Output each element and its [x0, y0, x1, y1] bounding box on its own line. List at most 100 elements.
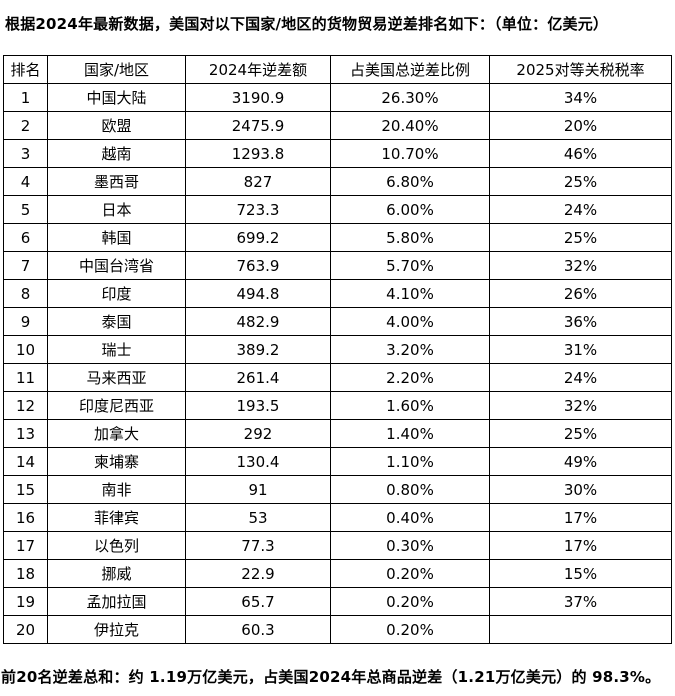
cell-share: 4.10% [330, 279, 490, 308]
cell-tariff: 24% [489, 195, 672, 224]
cell-rank: 13 [3, 419, 48, 448]
cell-tariff: 34% [489, 83, 672, 112]
cell-country: 中国台湾省 [47, 251, 186, 280]
table-row: 7 中国台湾省 763.9 5.70% 32% [3, 251, 672, 280]
table-row: 6 韩国 699.2 5.80% 25% [3, 223, 672, 252]
cell-rank: 3 [3, 139, 48, 168]
cell-tariff: 17% [489, 531, 672, 560]
cell-share: 5.70% [330, 251, 490, 280]
column-header-rank: 排名 [3, 55, 48, 84]
cell-country: 马来西亚 [47, 363, 186, 392]
cell-deficit: 60.3 [185, 615, 331, 644]
cell-tariff: 25% [489, 223, 672, 252]
cell-share: 0.40% [330, 503, 490, 532]
table-row: 13 加拿大 292 1.40% 25% [3, 419, 672, 448]
cell-rank: 17 [3, 531, 48, 560]
cell-share: 0.20% [330, 587, 490, 616]
cell-country: 柬埔寨 [47, 447, 186, 476]
cell-rank: 7 [3, 251, 48, 280]
cell-country: 日本 [47, 195, 186, 224]
cell-deficit: 91 [185, 475, 331, 504]
cell-share: 4.00% [330, 307, 490, 336]
cell-share: 6.00% [330, 195, 490, 224]
cell-tariff: 46% [489, 139, 672, 168]
cell-deficit: 723.3 [185, 195, 331, 224]
cell-share: 3.20% [330, 335, 490, 364]
cell-deficit: 2475.9 [185, 111, 331, 140]
cell-country: 伊拉克 [47, 615, 186, 644]
cell-deficit: 65.7 [185, 587, 331, 616]
cell-country: 南非 [47, 475, 186, 504]
table-row: 8 印度 494.8 4.10% 26% [3, 279, 672, 308]
cell-tariff [489, 615, 672, 644]
table-row: 3 越南 1293.8 10.70% 46% [3, 139, 672, 168]
table-row: 10 瑞士 389.2 3.20% 31% [3, 335, 672, 364]
cell-tariff: 49% [489, 447, 672, 476]
cell-deficit: 827 [185, 167, 331, 196]
cell-rank: 15 [3, 475, 48, 504]
cell-share: 0.30% [330, 531, 490, 560]
cell-share: 6.80% [330, 167, 490, 196]
cell-share: 20.40% [330, 111, 490, 140]
column-header-share: 占美国总逆差比例 [330, 55, 490, 84]
cell-rank: 18 [3, 559, 48, 588]
cell-deficit: 763.9 [185, 251, 331, 280]
cell-country: 加拿大 [47, 419, 186, 448]
cell-deficit: 261.4 [185, 363, 331, 392]
table-row: 19 孟加拉国 65.7 0.20% 37% [3, 587, 672, 616]
cell-country: 越南 [47, 139, 186, 168]
cell-share: 1.10% [330, 447, 490, 476]
cell-tariff: 26% [489, 279, 672, 308]
cell-tariff: 31% [489, 335, 672, 364]
table-row: 2 欧盟 2475.9 20.40% 20% [3, 111, 672, 140]
table-row: 5 日本 723.3 6.00% 24% [3, 195, 672, 224]
cell-country: 泰国 [47, 307, 186, 336]
table-row: 9 泰国 482.9 4.00% 36% [3, 307, 672, 336]
cell-rank: 10 [3, 335, 48, 364]
cell-country: 印度 [47, 279, 186, 308]
cell-deficit: 22.9 [185, 559, 331, 588]
cell-deficit: 77.3 [185, 531, 331, 560]
cell-deficit: 389.2 [185, 335, 331, 364]
cell-rank: 19 [3, 587, 48, 616]
cell-rank: 11 [3, 363, 48, 392]
cell-rank: 5 [3, 195, 48, 224]
cell-tariff: 15% [489, 559, 672, 588]
cell-tariff: 36% [489, 307, 672, 336]
cell-rank: 6 [3, 223, 48, 252]
cell-tariff: 30% [489, 475, 672, 504]
cell-deficit: 130.4 [185, 447, 331, 476]
cell-rank: 8 [3, 279, 48, 308]
table-row: 4 墨西哥 827 6.80% 25% [3, 167, 672, 196]
cell-share: 0.80% [330, 475, 490, 504]
cell-share: 1.40% [330, 419, 490, 448]
column-header-country: 国家/地区 [47, 55, 186, 84]
cell-country: 印度尼西亚 [47, 391, 186, 420]
cell-tariff: 25% [489, 419, 672, 448]
cell-share: 5.80% [330, 223, 490, 252]
cell-tariff: 25% [489, 167, 672, 196]
cell-rank: 12 [3, 391, 48, 420]
cell-rank: 1 [3, 83, 48, 112]
table-row: 20 伊拉克 60.3 0.20% [3, 615, 672, 644]
cell-country: 以色列 [47, 531, 186, 560]
cell-deficit: 193.5 [185, 391, 331, 420]
cell-rank: 14 [3, 447, 48, 476]
cell-rank: 16 [3, 503, 48, 532]
cell-tariff: 32% [489, 391, 672, 420]
cell-share: 26.30% [330, 83, 490, 112]
cell-share: 1.60% [330, 391, 490, 420]
cell-deficit: 53 [185, 503, 331, 532]
page-title: 根据2024年最新数据，美国对以下国家/地区的货物贸易逆差排名如下：（单位：亿美… [5, 15, 609, 33]
cell-deficit: 292 [185, 419, 331, 448]
cell-rank: 2 [3, 111, 48, 140]
cell-country: 墨西哥 [47, 167, 186, 196]
cell-deficit: 1293.8 [185, 139, 331, 168]
cell-tariff: 37% [489, 587, 672, 616]
cell-rank: 9 [3, 307, 48, 336]
column-header-tariff: 2025对等关税税率 [489, 55, 672, 84]
cell-tariff: 17% [489, 503, 672, 532]
table-row: 12 印度尼西亚 193.5 1.60% 32% [3, 391, 672, 420]
cell-country: 欧盟 [47, 111, 186, 140]
